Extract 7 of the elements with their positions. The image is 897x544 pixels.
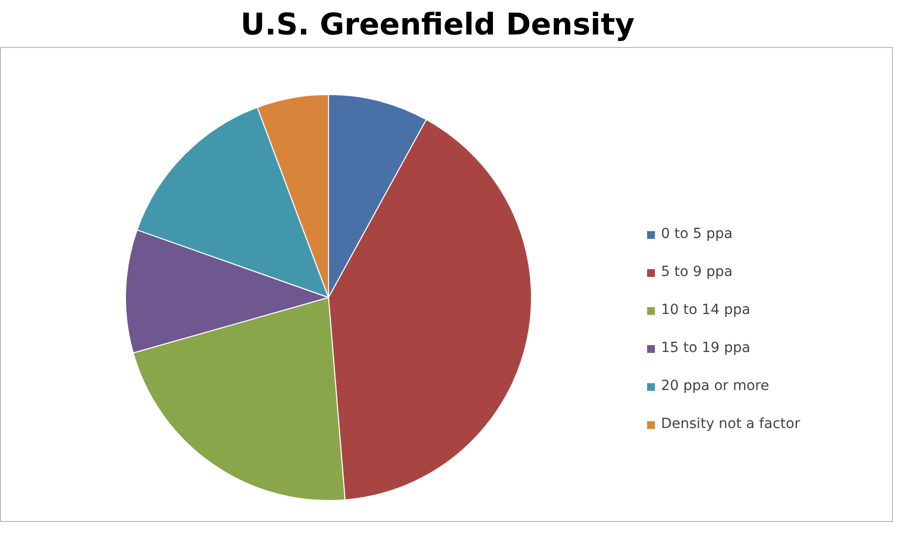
legend-label: 5 to 9 ppa: [661, 264, 733, 280]
chart-title: U.S. Greenfield Density: [240, 8, 636, 42]
legend-label: 20 ppa or more: [661, 378, 770, 394]
legend-label: Density not a factor: [661, 416, 800, 432]
legend-label: 0 to 5 ppa: [661, 226, 733, 242]
legend-label: 15 to 19 ppa: [661, 340, 750, 356]
legend-label: 10 to 14 ppa: [661, 302, 750, 318]
